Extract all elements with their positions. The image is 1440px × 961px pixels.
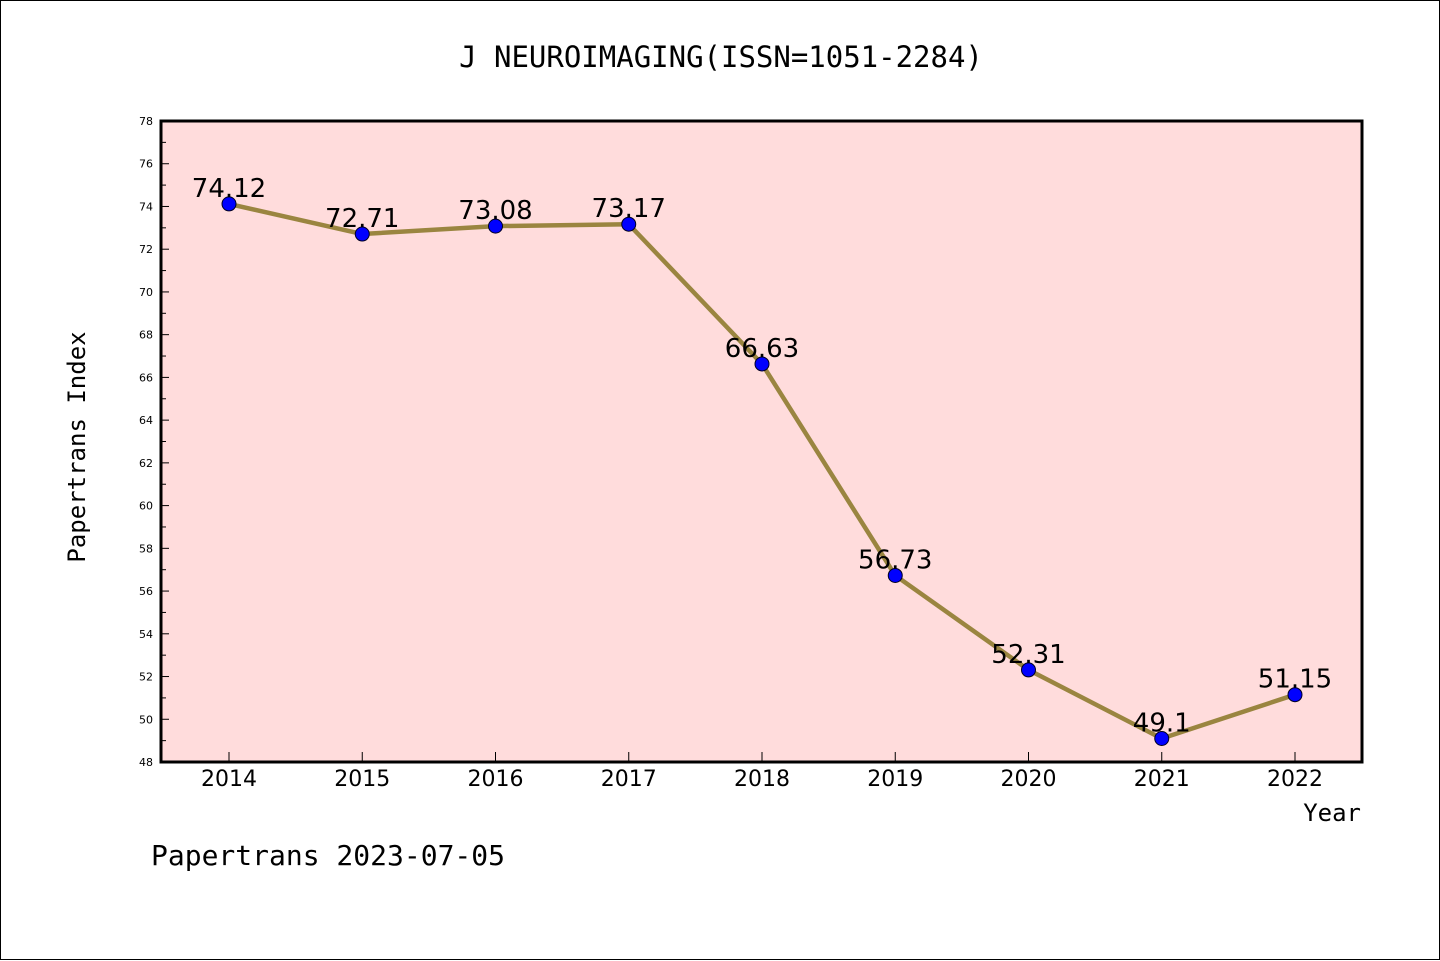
y-tick-label: 50 — [139, 713, 153, 726]
data-point — [1021, 662, 1036, 678]
data-point — [1287, 687, 1303, 703]
x-tick-label: 2019 — [867, 767, 923, 792]
y-tick-label: 70 — [139, 286, 153, 299]
data-label: 74.12 — [192, 174, 266, 204]
data-labels: 74.12 72.71 73.08 73.17 66.63 56.73 52.31 49.1 5… — [192, 174, 1332, 739]
data-label: 51.15 — [1258, 665, 1332, 695]
y-tick-label: 72 — [139, 243, 153, 256]
data-point — [621, 216, 637, 232]
data-point — [754, 356, 770, 372]
y-tick-label: 54 — [139, 628, 153, 641]
chart-title: J NEUROIMAGING(ISSN=1051-2284) — [459, 40, 983, 74]
y-tick-label: 68 — [139, 329, 153, 342]
footer-text: Papertrans 2023-07-05 — [151, 839, 505, 872]
y-tick-label: 52 — [139, 671, 153, 684]
series-line — [221, 196, 1303, 746]
data-label: 66.63 — [725, 334, 799, 364]
y-tick-label: 64 — [139, 414, 153, 427]
y-axis-label: Papertrans Index — [63, 331, 91, 562]
y-tick-label: 76 — [139, 158, 153, 171]
y-tick-label: 78 — [139, 115, 153, 128]
x-axis: 2014 2015 2016 2017 2018 2019 2020 2021 2022 — [201, 752, 1323, 792]
data-label: 49.1 — [1133, 708, 1191, 738]
y-tick-label: 66 — [139, 371, 153, 384]
data-label: 56.73 — [858, 545, 932, 575]
x-tick-label: 2017 — [601, 767, 657, 792]
data-label: 73.17 — [592, 194, 666, 224]
data-point — [887, 567, 903, 583]
y-tick-label: 60 — [139, 500, 153, 513]
x-axis-label: Year — [1303, 799, 1361, 827]
y-tick-label: 74 — [139, 200, 153, 213]
x-tick-label: 2018 — [734, 767, 790, 792]
x-tick-label: 2022 — [1267, 767, 1323, 792]
y-tick-label: 62 — [139, 457, 153, 470]
y-tick-label: 48 — [139, 756, 153, 769]
x-tick-label: 2020 — [1001, 767, 1057, 792]
y-tick-label: 58 — [139, 542, 153, 555]
y-axis: 48 50 52 54 56 58 60 62 64 66 68 70 72 74 76 78 — [139, 115, 169, 769]
y-tick-label: 56 — [139, 585, 153, 598]
data-point — [221, 196, 237, 212]
data-label: 72.71 — [325, 204, 399, 234]
data-point — [488, 218, 503, 234]
x-tick-label: 2015 — [334, 767, 390, 792]
data-label: 52.31 — [991, 640, 1065, 670]
data-point — [354, 226, 370, 242]
data-point — [1154, 730, 1170, 746]
x-tick-label: 2016 — [468, 767, 524, 792]
x-tick-label: 2014 — [201, 767, 257, 792]
x-tick-label: 2021 — [1134, 767, 1190, 792]
data-label: 73.08 — [458, 196, 532, 226]
